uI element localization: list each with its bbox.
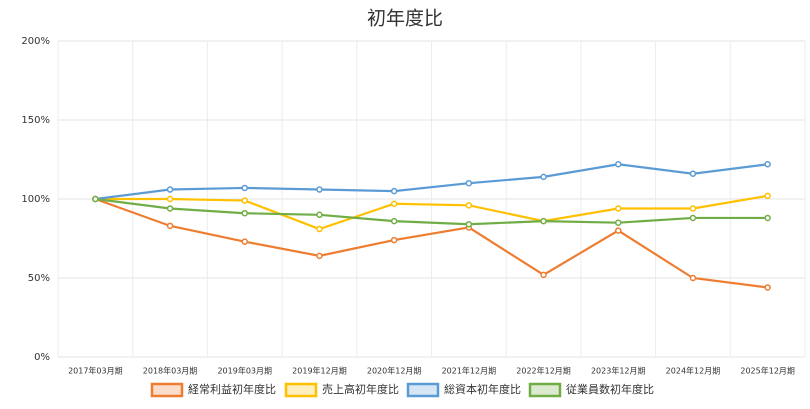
- data-point: [540, 271, 547, 279]
- chart-title: 初年度比: [367, 8, 443, 30]
- y-tick-label: 0%: [34, 352, 50, 363]
- data-point: [764, 160, 771, 168]
- legend-swatch: [284, 382, 318, 398]
- y-tick-label: 150%: [21, 115, 50, 126]
- data-point: [540, 217, 547, 225]
- y-tick-label: 50%: [28, 273, 50, 284]
- data-point: [166, 205, 174, 212]
- data-point: [465, 202, 473, 209]
- data-point: [764, 192, 771, 200]
- legend-label: 売上高初年度比: [322, 382, 399, 396]
- x-tick-label: 2020年12月期: [367, 366, 422, 376]
- data-point: [92, 195, 99, 203]
- data-point: [241, 184, 248, 192]
- data-point: [615, 219, 622, 226]
- data-point: [689, 214, 697, 222]
- x-tick-label: 2024年12月期: [666, 366, 721, 376]
- data-point: [764, 214, 771, 222]
- x-tick-label: 2025年12月期: [740, 366, 795, 376]
- data-point: [241, 197, 248, 204]
- data-point: [689, 170, 697, 177]
- x-tick-label: 2017年03月期: [68, 366, 123, 376]
- data-point: [241, 209, 248, 217]
- legend-swatch: [406, 382, 440, 398]
- data-point: [465, 179, 473, 187]
- data-point: [615, 160, 622, 168]
- x-tick-label: 2021年12月期: [442, 366, 497, 376]
- legend-swatch: [150, 382, 184, 398]
- series-line: [94, 197, 768, 289]
- data-point: [764, 284, 771, 291]
- data-point: [166, 222, 174, 230]
- x-tick-label: 2018年03月期: [143, 366, 198, 376]
- y-tick-label: 200%: [21, 36, 50, 47]
- legend-label: 従業員数初年度比: [566, 382, 654, 396]
- data-point: [390, 200, 398, 207]
- x-tick-label: 2019年12月期: [292, 366, 347, 376]
- x-tick-label: 2023年12月期: [591, 366, 646, 376]
- data-point: [166, 195, 174, 203]
- data-point: [465, 221, 473, 228]
- x-tick-label: 2019年03月期: [217, 366, 272, 376]
- data-point: [540, 173, 547, 181]
- data-point: [390, 187, 398, 195]
- data-point: [316, 211, 323, 219]
- data-point: [689, 205, 697, 212]
- data-point: [166, 186, 174, 193]
- y-tick-label: 100%: [21, 194, 50, 205]
- data-point: [316, 186, 323, 193]
- data-point: [615, 205, 622, 212]
- legend-label: 総資本初年度比: [444, 382, 521, 396]
- data-point: [689, 274, 697, 282]
- series-line: [95, 163, 768, 201]
- data-point: [390, 236, 398, 244]
- legend-swatch: [528, 382, 562, 398]
- legend-label: 経常利益初年度比: [188, 382, 276, 396]
- data-point: [241, 238, 248, 245]
- x-tick-label: 2022年12月期: [516, 366, 571, 376]
- data-point: [316, 252, 323, 260]
- data-point: [615, 227, 622, 234]
- data-point: [316, 225, 323, 233]
- series-line: [95, 197, 768, 226]
- series-line: [95, 194, 768, 231]
- data-point: [390, 217, 398, 225]
